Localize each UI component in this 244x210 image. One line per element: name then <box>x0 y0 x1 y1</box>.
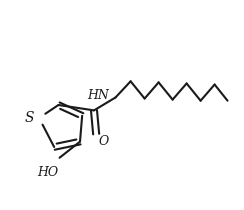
Text: HN: HN <box>87 89 109 102</box>
Text: S: S <box>25 111 34 125</box>
Text: O: O <box>99 135 109 148</box>
Text: HO: HO <box>37 166 58 179</box>
